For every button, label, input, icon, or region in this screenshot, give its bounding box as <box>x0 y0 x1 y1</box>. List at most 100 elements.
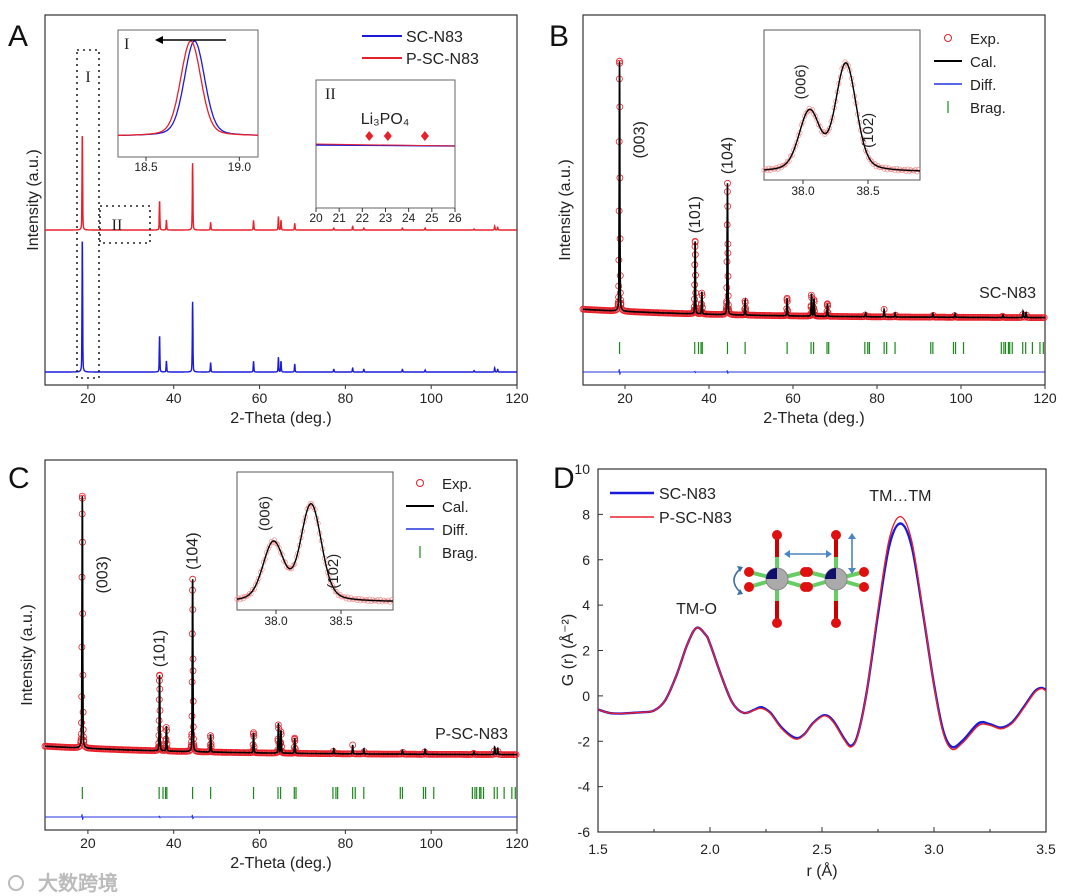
peak-annotation: TM-O <box>676 601 717 618</box>
oxygen-atom <box>831 530 841 540</box>
exp-point <box>783 161 789 167</box>
panel-a-x-tick-label: 120 <box>505 390 529 406</box>
exp-point <box>388 597 394 603</box>
legend-label: Cal. <box>970 54 997 71</box>
series-line-p-sc-n83 <box>45 136 517 231</box>
inset-peak-label: (102) <box>860 113 877 148</box>
li3po4-annotation: Li₃PO₄ <box>361 111 410 128</box>
panel-a-x-tick-label: 80 <box>338 390 354 406</box>
panel-b-x-axis-label: 2-Theta (deg.) <box>763 410 864 427</box>
panel-c-sample-label: P-SC-N83 <box>435 726 508 743</box>
oxygen-atom <box>859 567 869 577</box>
oxygen-atom <box>859 582 869 592</box>
series-line-sc-n83 <box>597 522 1047 749</box>
inset-i-series-p-sc-n83 <box>118 40 258 136</box>
panel-d-y-tick-label: -4 <box>578 779 591 795</box>
legend-label: Exp. <box>970 31 1000 48</box>
panel-b-inset-x-tick-label: 38.5 <box>856 184 880 198</box>
panel-label-d: D <box>553 462 575 495</box>
panel-d-x-tick-label: 2.5 <box>812 841 832 857</box>
panel-d-y-tick-label: 0 <box>582 688 590 704</box>
panel-a-x-tick-label: 60 <box>252 390 268 406</box>
panel-c-x-tick-label: 20 <box>80 835 96 851</box>
panel-b-sample-label: SC-N83 <box>979 285 1036 302</box>
oxygen-atom <box>744 567 754 577</box>
arrow-heads-icon <box>737 566 743 595</box>
panel-b-x-tick-label: 80 <box>869 390 885 406</box>
panel-b-inset-x-tick-label: 38.0 <box>791 184 815 198</box>
panel-d-x-axis-label: r (Å) <box>806 861 837 880</box>
exp-point <box>803 110 809 116</box>
panel-c-x-tick-label: 60 <box>252 835 268 851</box>
exp-point <box>379 599 385 605</box>
oxygen-atom <box>744 582 754 592</box>
peak-label: (003) <box>94 556 111 593</box>
exp-point <box>869 158 875 164</box>
panel-d-y-tick-label: 8 <box>582 506 590 522</box>
panel-b-x-tick-label: 40 <box>701 390 717 406</box>
panel-d-y-tick-label: 10 <box>574 461 590 477</box>
exp-point <box>845 63 851 69</box>
panel-b-diff-line <box>583 368 1045 376</box>
region-ii-box <box>99 205 151 244</box>
inset-i-x-tick-label: 19.0 <box>228 160 252 174</box>
exp-point <box>814 117 820 123</box>
peak-label: (101) <box>152 630 169 667</box>
exp-point <box>265 546 271 552</box>
exp-point <box>884 167 890 173</box>
peak-label: (104) <box>719 137 736 174</box>
panel-a-x-tick-label: 40 <box>166 390 182 406</box>
inset-i-frame <box>117 29 259 158</box>
panel-d-x-tick-label: 2.0 <box>700 841 720 857</box>
exp-point <box>346 597 352 603</box>
panel-a-x-tick-label: 100 <box>420 390 444 406</box>
panel-b-cal-line <box>582 61 1045 319</box>
panel-c-inset-cal-line <box>237 502 393 602</box>
panel-b-x-tick-label: 100 <box>949 390 973 406</box>
exp-point <box>867 157 873 163</box>
panel-c-plot-frame <box>44 459 518 831</box>
inset-ii-x-tick-label: 24 <box>402 211 416 225</box>
exp-point <box>271 537 277 543</box>
panel-c-inset-frame <box>236 471 394 611</box>
metal-site-fill <box>766 568 777 579</box>
oxygen-atom <box>831 618 841 628</box>
panel-c-inset-x-tick-label: 38.0 <box>264 614 288 628</box>
exp-point <box>906 169 912 175</box>
panel-c-x-axis-label: 2-Theta (deg.) <box>230 855 331 872</box>
panel-d-y-axis-label: G (r) (Å⁻²) <box>558 614 577 686</box>
panel-c-x-tick-label: 80 <box>338 835 354 851</box>
exp-point <box>784 158 790 164</box>
legend-label: Cal. <box>442 499 469 516</box>
exp-point <box>285 565 291 571</box>
exp-point <box>781 162 787 168</box>
panel-d-y-tick-label: -6 <box>578 824 591 840</box>
peak-label: (003) <box>632 121 649 158</box>
panel-b-x-tick-label: 20 <box>617 390 633 406</box>
panel-d-y-tick-label: -2 <box>578 733 591 749</box>
legend-label: SC-N83 <box>659 486 716 503</box>
panel-c-x-tick-label: 100 <box>420 835 444 851</box>
panel-label-c: C <box>8 462 30 495</box>
panel-c-inset-x-tick-label: 38.5 <box>329 614 353 628</box>
rotation-arrow-icon <box>733 569 740 592</box>
panel-d-x-tick-label: 3.5 <box>1036 841 1056 857</box>
legend-label: Exp. <box>442 476 472 493</box>
panel-d-y-tick-label: 6 <box>582 552 590 568</box>
metal-site-fill <box>825 568 836 579</box>
inset-i-label: I <box>124 36 129 53</box>
panel-c-diff-line <box>45 813 517 820</box>
inset-ii-x-tick-label: 23 <box>379 211 393 225</box>
panel-a-y-axis-label: Intensity (a.u.) <box>25 149 42 250</box>
legend-label: Brag. <box>442 545 478 562</box>
exp-point <box>805 108 811 114</box>
peak-label: (101) <box>687 196 704 233</box>
exp-point <box>290 562 296 568</box>
peak-label: (104) <box>185 532 202 569</box>
peak-annotation: TM…TM <box>869 488 931 505</box>
exp-point <box>820 129 826 135</box>
tmo6-structure-diagram <box>733 530 869 628</box>
series-line-p-sc-n83 <box>597 515 1047 751</box>
